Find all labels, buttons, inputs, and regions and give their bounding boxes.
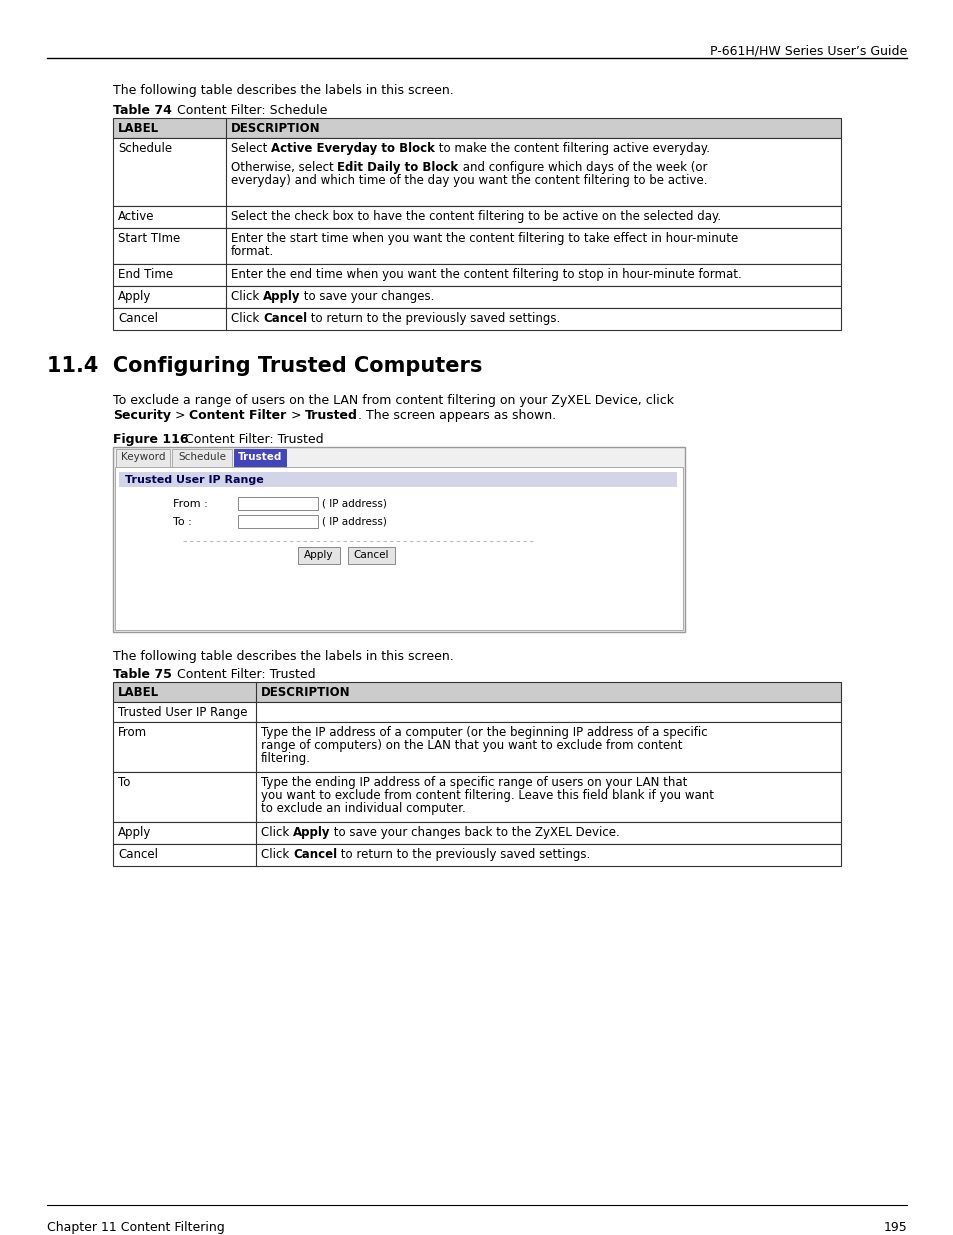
Text: Figure 116: Figure 116 [112,433,189,446]
Text: Enter the end time when you want the content filtering to stop in hour-minute fo: Enter the end time when you want the con… [231,268,741,282]
Bar [115,467,682,630]
Text: Click: Click [231,290,263,303]
Text: ( IP address): ( IP address) [322,517,387,527]
Text: Trusted: Trusted [237,452,282,462]
Text: Table 74: Table 74 [112,104,172,117]
Bar [112,287,841,308]
Text: Click: Click [231,312,263,325]
Text: Type the ending IP address of a specific range of users on your LAN that: Type the ending IP address of a specific… [261,776,687,789]
Text: Select: Select [231,142,271,156]
Text: Keyword: Keyword [121,452,165,462]
Bar [116,450,170,467]
Text: The following table describes the labels in this screen.: The following table describes the labels… [112,84,454,98]
Text: To: To [118,776,131,789]
Bar [112,722,841,772]
Bar [112,844,841,866]
Bar [172,450,232,467]
Bar [348,547,395,564]
Text: Apply: Apply [118,290,152,303]
Text: LABEL: LABEL [118,685,159,699]
Text: Trusted User IP Range: Trusted User IP Range [125,475,263,485]
Text: LABEL: LABEL [118,122,159,135]
Text: . The screen appears as shown.: . The screen appears as shown. [357,409,556,422]
Text: format.: format. [231,245,274,258]
Text: Security: Security [112,409,171,422]
Bar [112,138,841,206]
Text: Apply: Apply [118,826,152,839]
Text: Apply: Apply [263,290,300,303]
Text: Schedule: Schedule [118,142,172,156]
Text: >: > [287,409,305,422]
Text: to return to the previously saved settings.: to return to the previously saved settin… [307,312,559,325]
Bar [112,308,841,330]
Bar [112,447,684,632]
Bar [112,264,841,287]
Text: to make the content filtering active everyday.: to make the content filtering active eve… [435,142,709,156]
Text: Content Filter: Schedule: Content Filter: Schedule [165,104,327,117]
Text: Content Filter: Content Filter [190,409,287,422]
Text: 11.4  Configuring Trusted Computers: 11.4 Configuring Trusted Computers [47,356,482,375]
Bar [112,823,841,844]
Text: to save your changes.: to save your changes. [300,290,435,303]
Text: range of computers) on the LAN that you want to exclude from content: range of computers) on the LAN that you … [261,739,681,752]
Bar [119,472,677,487]
Text: From :: From : [172,499,208,509]
Text: Content Filter: Trusted: Content Filter: Trusted [172,433,323,446]
Text: Chapter 11 Content Filtering: Chapter 11 Content Filtering [47,1221,225,1234]
Text: To :: To : [172,517,192,527]
Text: Cancel: Cancel [263,312,307,325]
Text: Active Everyday to Block: Active Everyday to Block [271,142,435,156]
Text: to save your changes back to the ZyXEL Device.: to save your changes back to the ZyXEL D… [330,826,619,839]
Bar [233,450,286,467]
Bar [112,206,841,228]
Text: DESCRIPTION: DESCRIPTION [261,685,351,699]
Text: and configure which days of the week (or: and configure which days of the week (or [458,161,706,174]
Text: End Time: End Time [118,268,172,282]
Text: Cancel: Cancel [118,312,158,325]
Text: Trusted User IP Range: Trusted User IP Range [118,706,247,719]
Bar [112,682,841,701]
Text: Apply: Apply [293,826,330,839]
Text: filtering.: filtering. [261,752,311,764]
Bar [112,772,841,823]
Bar [237,515,317,529]
Text: ( IP address): ( IP address) [322,499,387,509]
Text: Start TIme: Start TIme [118,232,180,245]
Text: Cancel: Cancel [118,848,158,861]
Text: Table 75: Table 75 [112,668,172,680]
Text: Click: Click [261,826,293,839]
Text: everyday) and which time of the day you want the content filtering to be active.: everyday) and which time of the day you … [231,174,707,186]
Text: From: From [118,726,147,739]
Text: Trusted: Trusted [305,409,357,422]
Text: >: > [171,409,190,422]
Text: Select the check box to have the content filtering to be active on the selected : Select the check box to have the content… [231,210,720,224]
Text: Cancel: Cancel [354,550,389,559]
Text: DESCRIPTION: DESCRIPTION [231,122,320,135]
Bar [237,496,317,510]
Bar [112,119,841,138]
Text: 195: 195 [882,1221,906,1234]
Text: to exclude an individual computer.: to exclude an individual computer. [261,802,465,815]
Text: Click: Click [261,848,293,861]
Text: Enter the start time when you want the content filtering to take effect in hour-: Enter the start time when you want the c… [231,232,738,245]
Text: To exclude a range of users on the LAN from content filtering on your ZyXEL Devi: To exclude a range of users on the LAN f… [112,394,673,408]
Bar [112,228,841,264]
Text: Schedule: Schedule [178,452,226,462]
Text: The following table describes the labels in this screen.: The following table describes the labels… [112,650,454,663]
Bar [297,547,339,564]
Text: you want to exclude from content filtering. Leave this field blank if you want: you want to exclude from content filteri… [261,789,713,802]
Text: Cancel: Cancel [293,848,336,861]
Text: to return to the previously saved settings.: to return to the previously saved settin… [336,848,590,861]
Text: Edit Daily to Block: Edit Daily to Block [337,161,458,174]
Bar [112,701,841,722]
Text: Apply: Apply [304,550,334,559]
Text: Content Filter: Trusted: Content Filter: Trusted [165,668,315,680]
Text: Type the IP address of a computer (or the beginning IP address of a specific: Type the IP address of a computer (or th… [261,726,707,739]
Text: Active: Active [118,210,154,224]
Text: Otherwise, select: Otherwise, select [231,161,337,174]
Text: P-661H/HW Series User’s Guide: P-661H/HW Series User’s Guide [709,44,906,57]
